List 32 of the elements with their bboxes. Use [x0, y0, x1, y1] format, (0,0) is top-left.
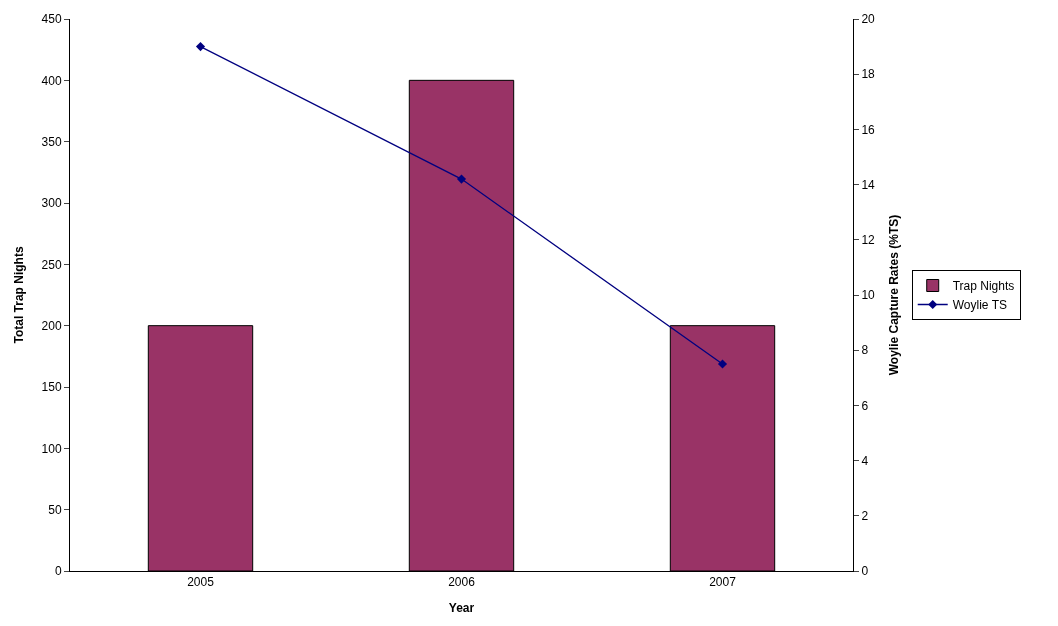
legend-label: Woylie TS [952, 298, 1007, 313]
y-tick-label: 350 [41, 134, 62, 149]
y2-axis-title: Woylie Capture Rates (%TS) [886, 214, 901, 376]
y2-tick-label: 6 [861, 398, 869, 413]
y2-tick-label: 4 [861, 453, 869, 468]
point [195, 42, 206, 52]
y2-tick-label: 18 [861, 67, 876, 82]
y-tick-label: 100 [41, 441, 62, 456]
y2-tick-label: 14 [861, 177, 876, 192]
legend-label: Trap Nights [952, 279, 1015, 294]
y-tick-label: 300 [41, 196, 62, 211]
y-tick-label: 0 [54, 564, 62, 579]
y-tick-label: 200 [41, 318, 62, 333]
x-tick-label: 2005 [187, 575, 215, 590]
point [456, 174, 467, 184]
y2-tick-label: 16 [861, 122, 876, 137]
y2-tick-label: 2 [861, 509, 869, 523]
y2-tick-label: 0 [861, 564, 869, 579]
point [717, 359, 728, 369]
y2-tick-label: 8 [861, 343, 869, 358]
x-tick-label: 2006 [448, 575, 476, 590]
y-axis-title: Total Trap Nights [11, 246, 26, 344]
y2-tick-label: 10 [861, 288, 876, 303]
y2-tick-label: 12 [861, 233, 876, 247]
y-tick-label: 250 [41, 257, 62, 272]
y-tick-label: 50 [48, 502, 62, 517]
y-tick-label: 400 [41, 73, 62, 88]
y2-tick-label: 20 [861, 12, 876, 27]
y-tick-label: 450 [41, 12, 62, 27]
y-tick-label: 150 [41, 380, 62, 395]
x-axis-title: Year [448, 601, 475, 616]
x-tick-label: 2007 [709, 575, 737, 590]
